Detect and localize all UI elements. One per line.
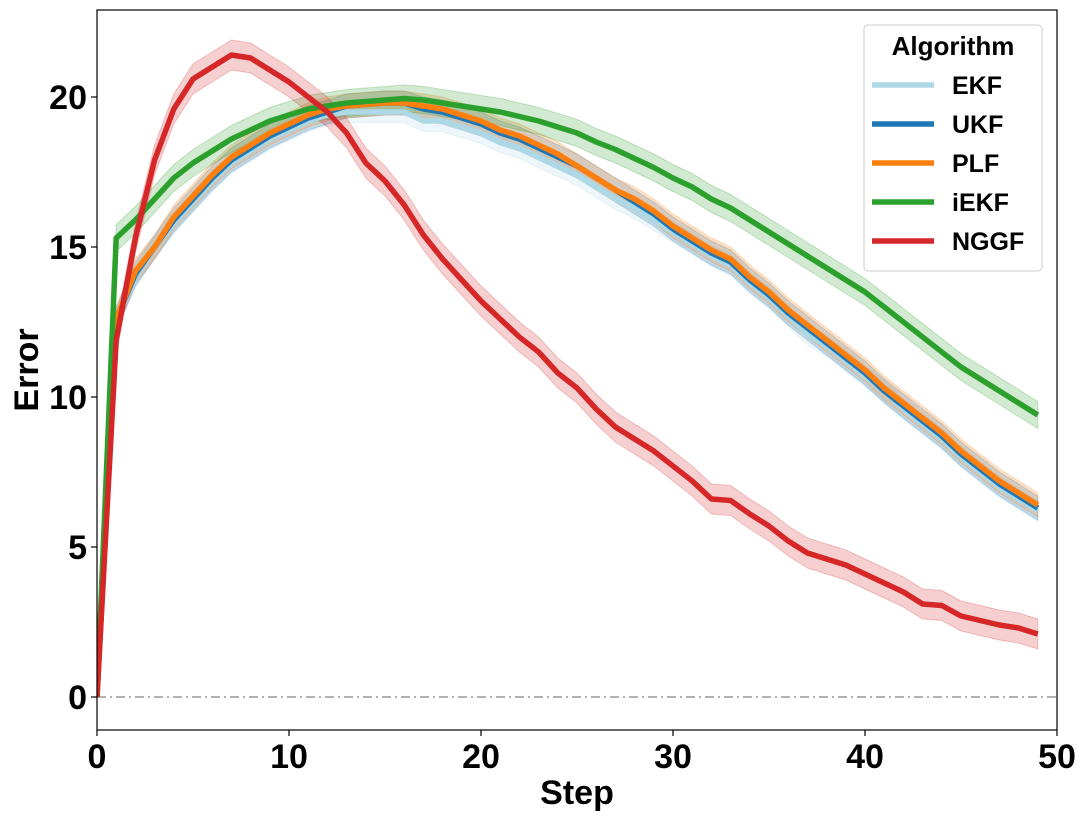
line-plf [97, 100, 1040, 698]
y-tick-label: 15 [49, 229, 87, 267]
line-nggf [97, 52, 1039, 698]
x-tick-label: 10 [270, 738, 308, 776]
legend-title: Algorithm [892, 31, 1015, 61]
legend-label: EKF [952, 72, 1002, 100]
y-axis-ticks: 0 5 10 15 20 [49, 79, 97, 717]
y-tick-label: 20 [49, 79, 87, 117]
legend-label: PLF [952, 150, 999, 178]
legend-item-ukf: UKF [872, 111, 1003, 139]
x-tick-label: 50 [1038, 738, 1076, 776]
legend-items: EKF UKF PLF iEKF NGGF [872, 72, 1024, 256]
y-axis-title: Error [8, 328, 46, 411]
legend-item-nggf: NGGF [872, 228, 1024, 256]
legend-label: NGGF [952, 228, 1024, 256]
series-lines [97, 52, 1040, 698]
x-tick-label: 20 [462, 738, 500, 776]
x-axis-ticks: 0 10 20 30 40 50 [88, 730, 1076, 776]
x-axis-title: Step [540, 774, 614, 812]
legend-label: iEKF [952, 189, 1009, 217]
y-tick-label: 5 [68, 529, 87, 567]
plot-frame [96, 9, 1058, 731]
legend-item-iekf: iEKF [872, 189, 1009, 217]
legend-item-ekf: EKF [872, 72, 1002, 100]
legend-item-plf: PLF [872, 150, 999, 178]
x-tick-label: 0 [88, 738, 107, 776]
legend-label: UKF [952, 111, 1003, 139]
legend: Algorithm EKF UKF PLF iEKF NGGF [863, 24, 1043, 272]
x-tick-label: 40 [846, 738, 884, 776]
x-tick-label: 30 [654, 738, 692, 776]
y-tick-label: 10 [49, 379, 87, 417]
y-tick-label: 0 [68, 679, 87, 717]
line-iekf [97, 95, 1040, 698]
